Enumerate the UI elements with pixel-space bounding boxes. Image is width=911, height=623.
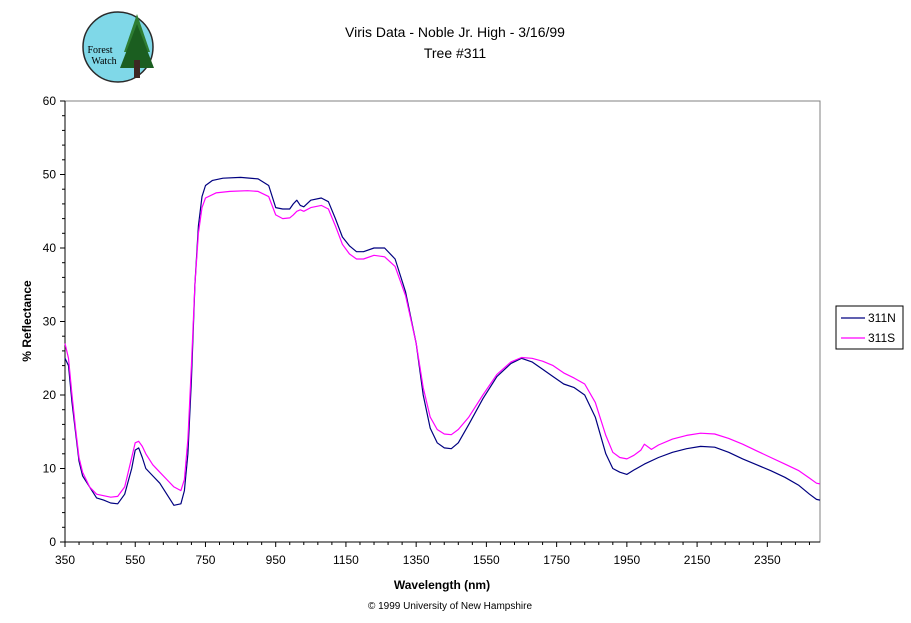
x-tick-label: 1550 bbox=[473, 553, 500, 567]
y-tick-label: 0 bbox=[49, 535, 56, 549]
legend-label-311s: 311S bbox=[868, 331, 895, 345]
x-tick-label: 950 bbox=[266, 553, 286, 567]
series-line-311n bbox=[64, 176, 821, 506]
y-tick-label: 10 bbox=[43, 462, 57, 476]
legend-box bbox=[835, 305, 904, 350]
legend: 311N 311S bbox=[835, 305, 904, 350]
legend-label-311n: 311N bbox=[868, 311, 896, 325]
logo-text-line1: Forest bbox=[88, 45, 113, 56]
y-tick-label: 40 bbox=[43, 241, 57, 255]
chart-title: Viris Data - Noble Jr. High - 3/16/99 bbox=[345, 24, 565, 40]
y-tick-label: 50 bbox=[43, 168, 57, 182]
x-tick-label: 350 bbox=[55, 553, 75, 567]
series-line-311s bbox=[64, 190, 821, 498]
x-tick-label: 2350 bbox=[754, 553, 781, 567]
plot-area bbox=[64, 100, 821, 543]
forest-watch-logo: Forest Watch bbox=[82, 11, 154, 83]
y-tick-label: 60 bbox=[43, 94, 57, 108]
x-tick-label: 1950 bbox=[614, 553, 641, 567]
axes: 0 10 20 30 40 50 60 350 550 750 950 1150 1350 1550 175… bbox=[43, 94, 820, 567]
chart-subtitle: Tree #311 bbox=[424, 45, 486, 61]
x-tick-label: 1150 bbox=[333, 553, 359, 567]
series-layer bbox=[64, 176, 821, 506]
x-tick-label: 750 bbox=[195, 553, 215, 567]
y-tick-label: 20 bbox=[43, 388, 57, 402]
x-axis-label: Wavelength (nm) bbox=[394, 578, 490, 592]
x-tick-label: 1350 bbox=[403, 553, 430, 567]
logo-text-line2: Watch bbox=[91, 56, 116, 67]
y-axis-label: % Reflectance bbox=[20, 280, 34, 362]
copyright-footer: © 1999 University of New Hampshire bbox=[368, 601, 533, 612]
y-tick-label: 30 bbox=[43, 315, 57, 329]
x-tick-label: 1750 bbox=[543, 553, 570, 567]
x-tick-label: 550 bbox=[125, 553, 145, 567]
x-tick-label: 2150 bbox=[684, 553, 711, 567]
